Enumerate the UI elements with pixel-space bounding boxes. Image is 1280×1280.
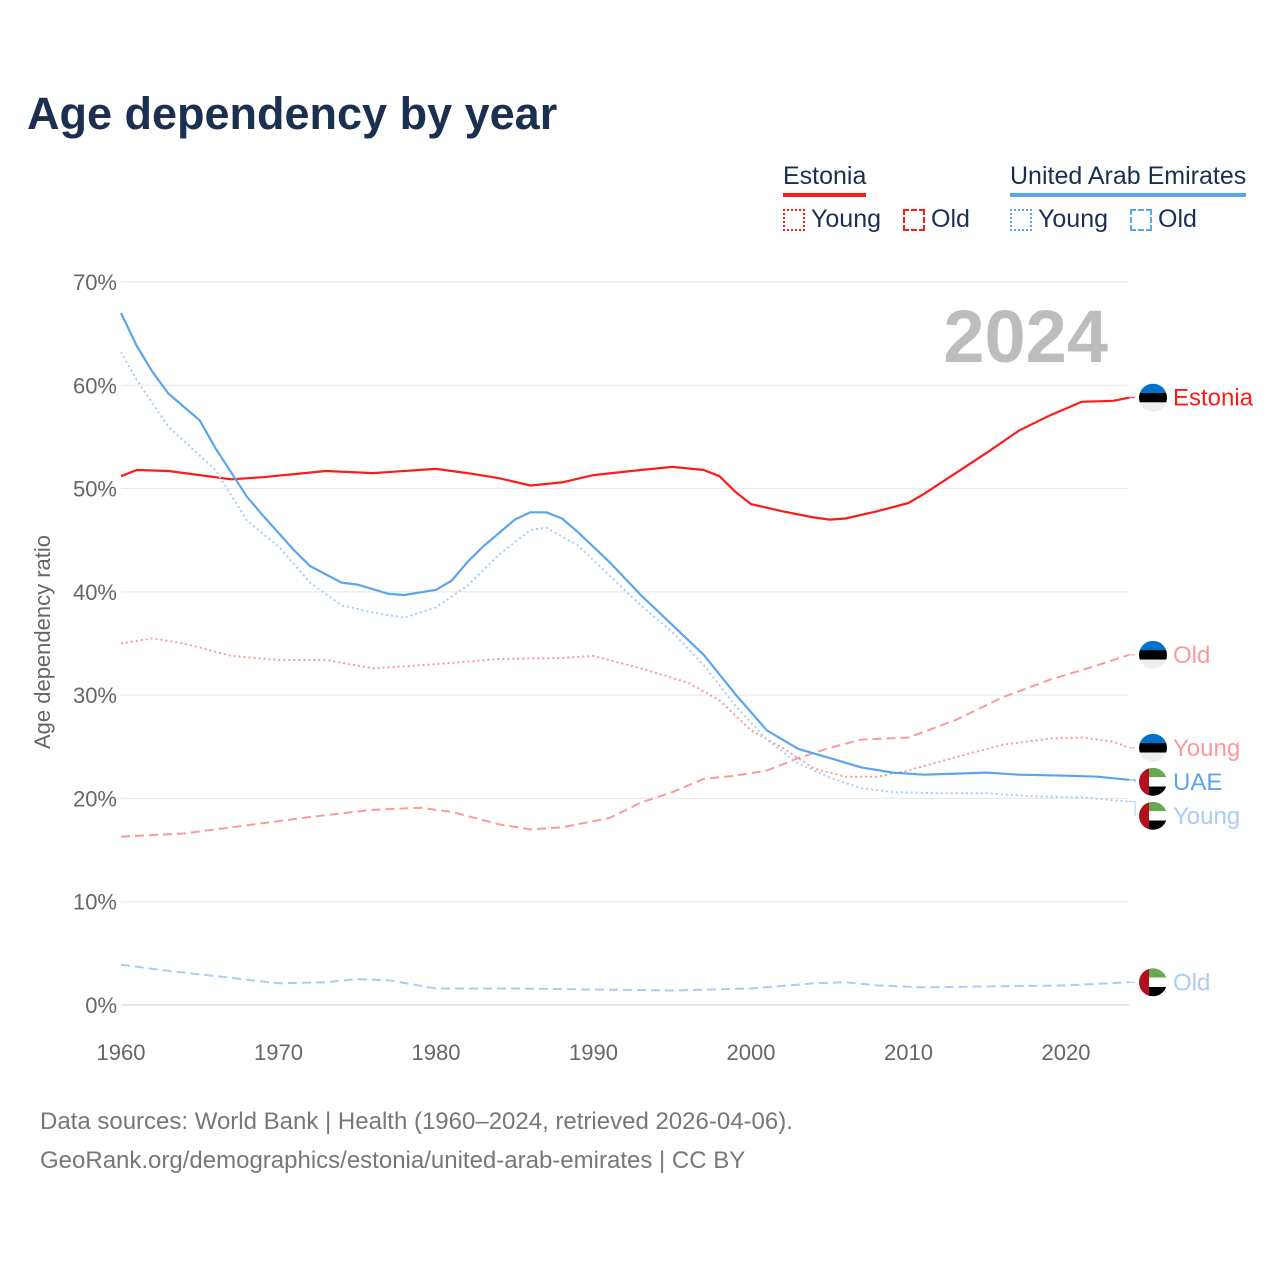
leader-line [1129,779,1136,782]
series-line-estonia[interactable] [120,396,1130,521]
x-tick-label: 2000 [727,1040,776,1065]
footer-sources: Data sources: World Bank | Health (1960–… [40,1108,793,1135]
x-tick-label: 2020 [1042,1040,1091,1065]
y-axis-label: Age dependency ratio [30,535,55,749]
y-tick-label: 50% [73,477,117,502]
dotted-swatch-icon [783,208,805,231]
estonia-flag-icon [1139,383,1167,412]
legend-uae-old[interactable]: Old [1130,205,1197,234]
series-line-uae-young[interactable] [120,351,1130,803]
series-end-label: UAE [1173,769,1222,796]
legend-label: Old [931,205,970,233]
uae-flag-icon [1139,801,1167,830]
legend-estonia-old[interactable]: Old [903,205,970,234]
legend-uae[interactable]: United Arab Emirates [1010,162,1247,197]
legend-estonia[interactable]: Estonia [783,162,867,197]
legend-estonia-young[interactable]: Young [783,205,881,234]
footer-link[interactable]: GeoRank.org/demographics/estonia/united-… [40,1147,746,1174]
y-tick-label: 30% [73,683,117,708]
series-line-estonia-old[interactable] [120,653,1130,838]
series-line-estonia-young[interactable] [120,637,1130,778]
uae-flag-icon [1139,767,1167,796]
dashed-swatch-icon [1130,208,1152,231]
series-line-uae[interactable] [120,312,1130,781]
y-tick-label: 70% [73,270,117,295]
legend-label: Young [1038,205,1108,233]
legend-uae-young[interactable]: Young [1010,205,1108,234]
series-line-uae-old[interactable] [120,963,1130,992]
series-end-label: Young [1173,803,1240,830]
x-tick-label: 1960 [97,1040,146,1065]
x-tick-label: 2010 [884,1040,933,1065]
dotted-swatch-icon [1010,208,1032,231]
chart-title: Age dependency by year [27,88,558,139]
series-end-label: Estonia [1173,385,1254,412]
y-tick-label: 10% [73,890,117,915]
leader-line [1129,801,1136,816]
x-tick-label: 1980 [412,1040,461,1065]
x-tick-label: 1970 [254,1040,303,1065]
estonia-flag-icon [1139,733,1167,762]
y-tick-label: 20% [73,786,117,811]
year-label: 2024 [943,295,1108,378]
uae-flag-icon [1139,968,1167,997]
legend-label: Young [811,205,881,233]
series-end-label: Young [1173,735,1240,762]
x-tick-label: 1990 [569,1040,618,1065]
y-tick-label: 40% [73,580,117,605]
estonia-flag-icon [1139,640,1167,669]
y-tick-label: 0% [85,993,117,1018]
series-end-label: Old [1173,642,1210,669]
legend-label: Old [1158,205,1197,233]
y-tick-label: 60% [73,373,117,398]
dashed-swatch-icon [903,208,925,231]
series-end-label: Old [1173,969,1210,996]
